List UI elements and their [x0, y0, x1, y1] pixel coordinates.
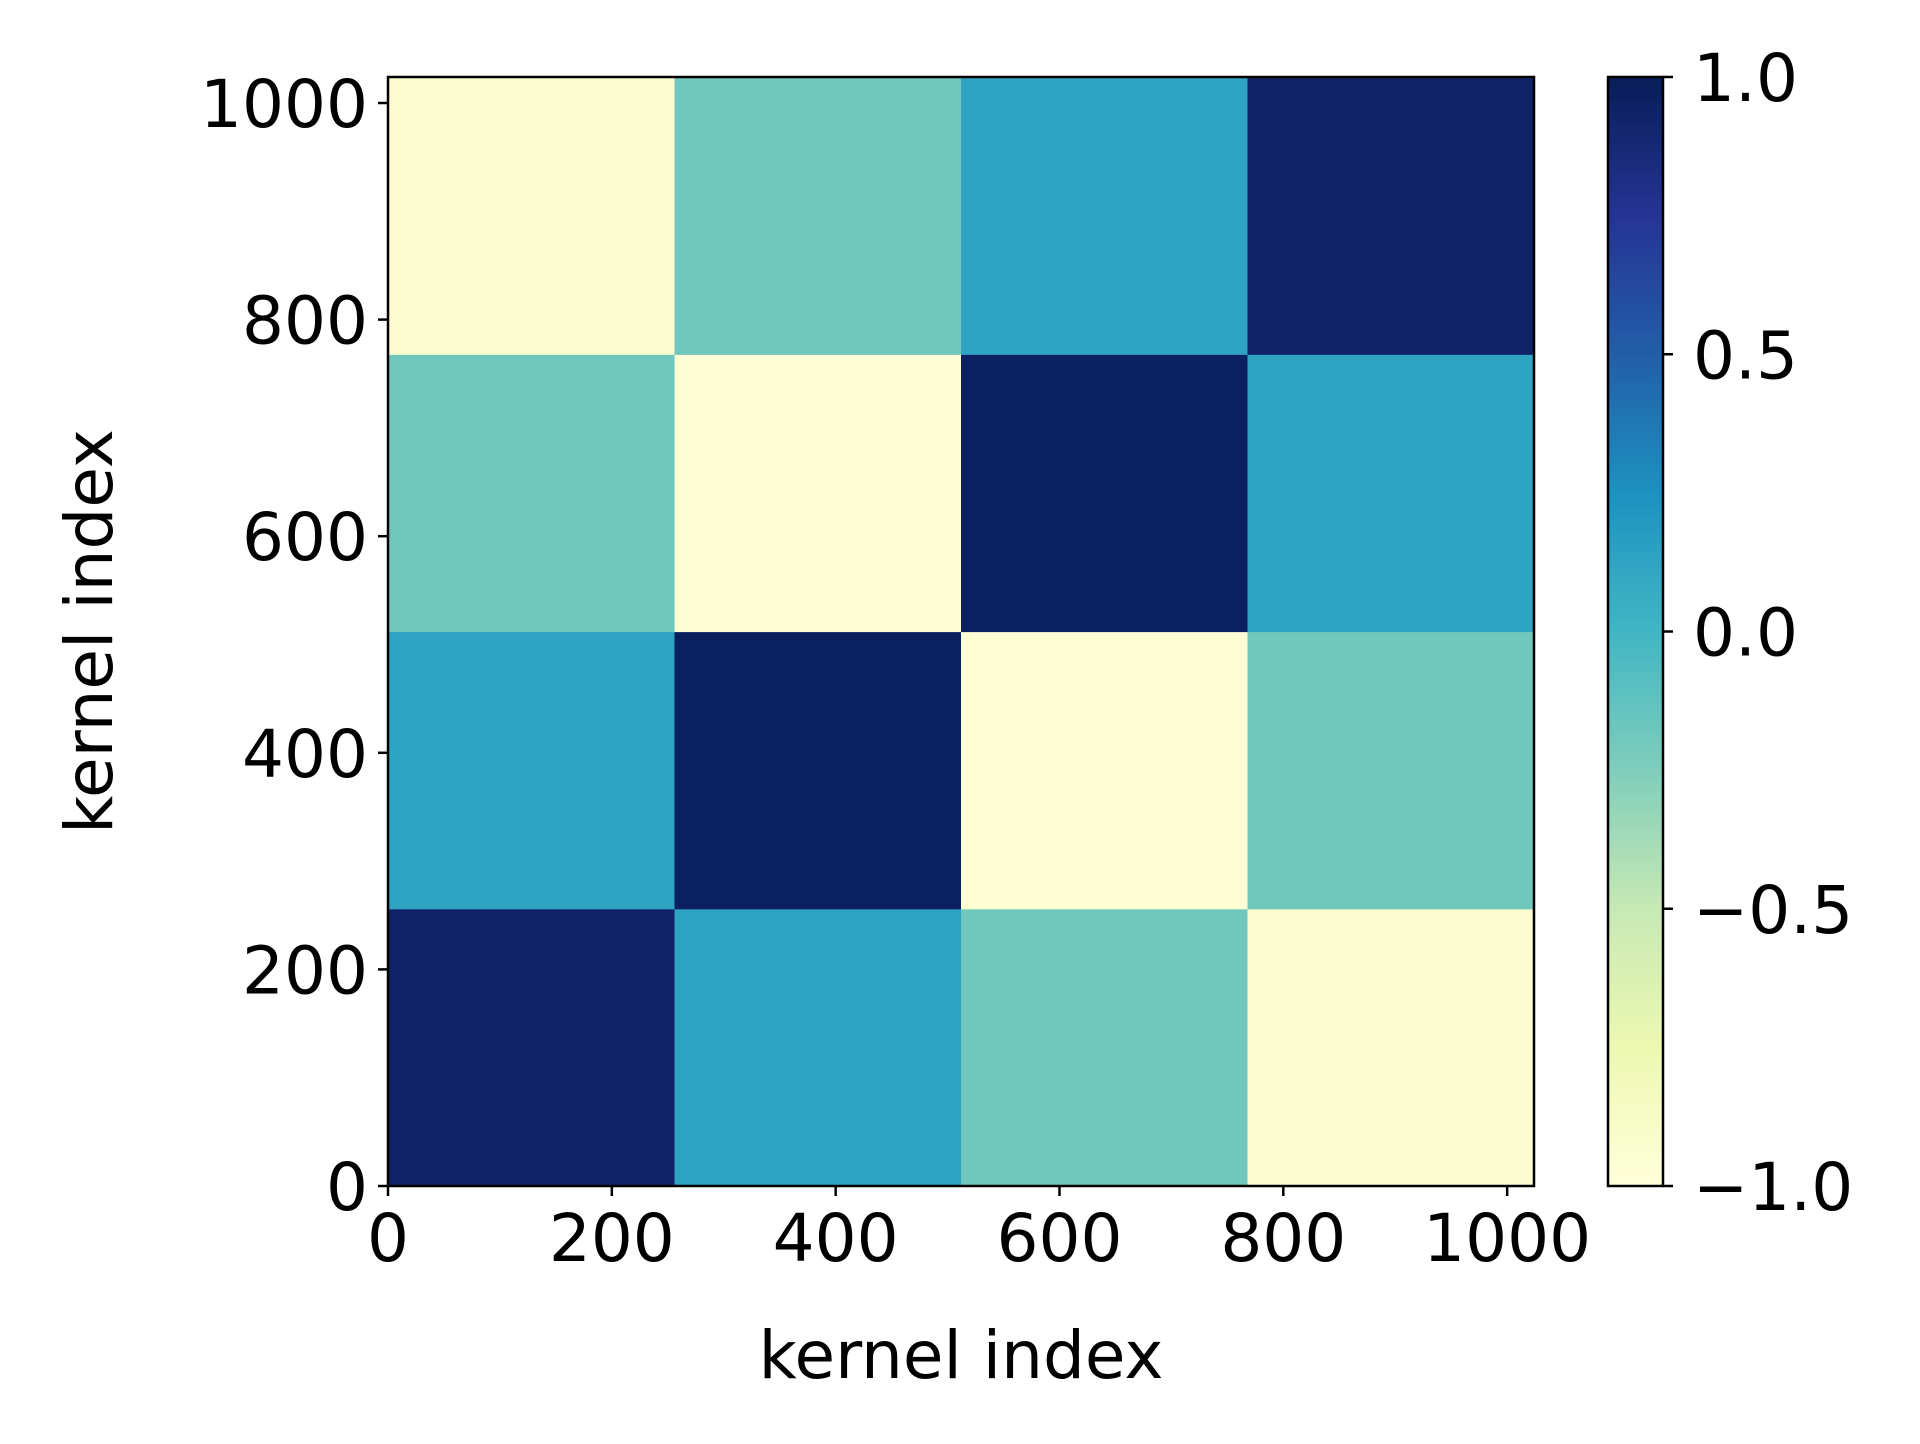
y-tick-label: 200: [242, 932, 368, 1009]
heatmap-cell: [388, 908, 676, 1187]
x-tick-label: 1000: [1423, 1200, 1591, 1277]
y-tick-label: 0: [326, 1149, 368, 1226]
x-axis-label: kernel index: [759, 1317, 1164, 1394]
x-tick-label: 0: [367, 1200, 409, 1277]
y-tick-label: 400: [242, 716, 368, 793]
x-tick-label: 200: [549, 1200, 675, 1277]
heatmap-cell: [961, 631, 1249, 910]
x-tick-label: 600: [996, 1200, 1122, 1277]
heatmap-cell: [1247, 631, 1535, 910]
heatmap-cell: [961, 354, 1249, 633]
plot-frame: [386, 75, 1536, 1188]
heatmap-cell: [388, 354, 676, 633]
colorbar-tick-label: −1.0: [1693, 1149, 1853, 1226]
colorbar-axis: 1.0 0.5 0.0 −0.5 −1.0: [1663, 40, 1853, 1226]
x-tick-label: 800: [1220, 1200, 1346, 1277]
y-tick-label: 800: [242, 283, 368, 360]
heatmap-cell: [388, 631, 676, 910]
heatmap-cell: [961, 77, 1249, 355]
heatmap-cell: [674, 77, 962, 355]
colorbar-tick-label: 0.5: [1693, 317, 1798, 394]
heatmap-cell: [961, 908, 1249, 1187]
heatmap-cell: [1247, 354, 1535, 633]
colorbar: [1606, 75, 1665, 1188]
heatmap-cell: [674, 631, 962, 910]
heatmap-cell: [1247, 77, 1535, 355]
colorbar-tick-label: −0.5: [1693, 872, 1853, 949]
x-tick-label: 400: [773, 1200, 899, 1277]
y-tick-label: 1000: [200, 66, 368, 143]
colorbar-tick-label: 0.0: [1693, 595, 1798, 672]
y-tick-label: 600: [242, 499, 368, 576]
colorbar-tick-label: 1.0: [1693, 40, 1798, 117]
heatmap-cell: [1247, 908, 1535, 1187]
heatmap-cell: [674, 908, 962, 1187]
x-axis: 0 200 400 600 800 1000: [367, 1186, 1591, 1277]
y-axis: 0 200 400 600 800 1000: [200, 66, 388, 1226]
y-axis-label: kernel index: [51, 429, 128, 834]
heatmap-cell: [674, 354, 962, 633]
heatmap-cells: [388, 77, 1535, 1187]
heatmap-cell: [388, 77, 676, 355]
